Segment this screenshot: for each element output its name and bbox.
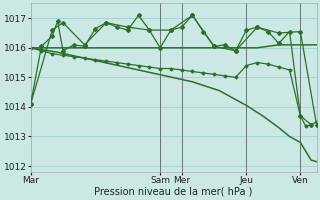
X-axis label: Pression niveau de la mer( hPa ): Pression niveau de la mer( hPa ) — [94, 187, 253, 197]
